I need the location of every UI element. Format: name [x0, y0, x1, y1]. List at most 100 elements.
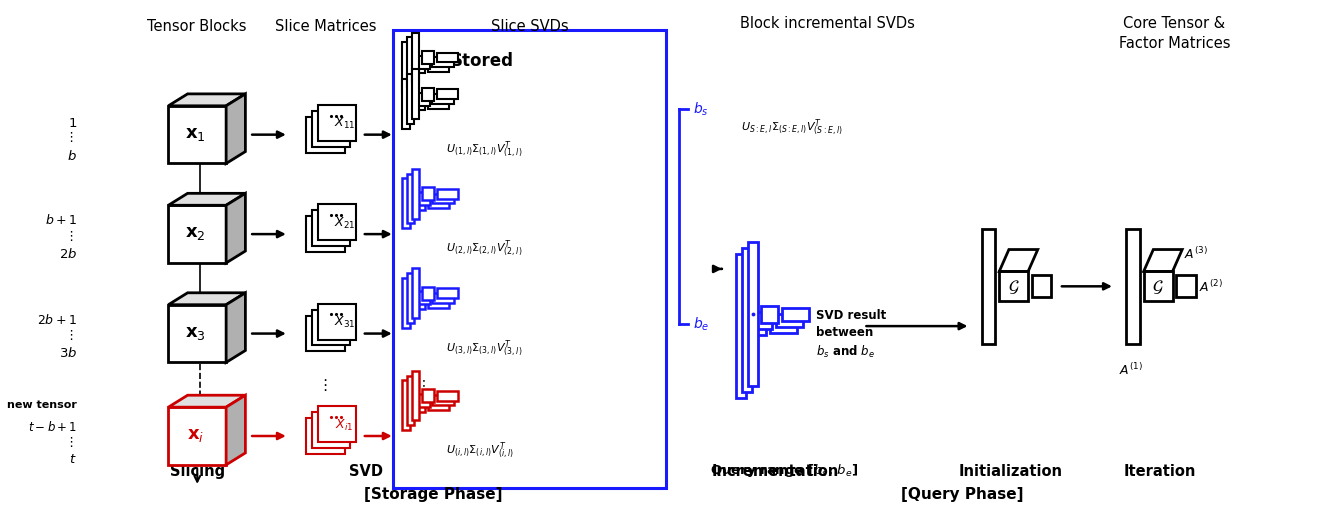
Bar — [412, 371, 418, 420]
Bar — [417, 93, 429, 106]
Bar — [412, 269, 418, 319]
Bar — [428, 401, 449, 410]
Bar — [412, 70, 418, 120]
Text: Slice SVDs: Slice SVDs — [490, 19, 568, 34]
Polygon shape — [169, 194, 246, 206]
Bar — [312, 310, 351, 346]
Bar — [437, 189, 458, 200]
Text: $\mathcal{G}$: $\mathcal{G}$ — [1008, 278, 1020, 296]
Text: $\mathbf{x}_2$: $\mathbf{x}_2$ — [185, 223, 206, 242]
Bar — [433, 194, 454, 204]
Text: $b+1$: $b+1$ — [45, 213, 77, 227]
Polygon shape — [226, 395, 246, 465]
Text: Slicing: Slicing — [170, 463, 224, 478]
Text: ⋮: ⋮ — [417, 378, 430, 392]
Bar — [742, 248, 752, 392]
Bar — [433, 95, 454, 105]
Bar — [737, 254, 746, 399]
Bar — [756, 312, 772, 329]
Text: $X_{11}$: $X_{11}$ — [333, 116, 356, 131]
Text: $2b+1$: $2b+1$ — [37, 312, 77, 326]
Bar — [312, 211, 351, 246]
Text: Core Tensor &
Factor Matrices: Core Tensor & Factor Matrices — [1118, 16, 1230, 50]
Text: $U_{(i,l)}\Sigma_{(i,l)}V^T_{(i,l)}$: $U_{(i,l)}\Sigma_{(i,l)}V^T_{(i,l)}$ — [446, 440, 514, 460]
Text: Initialization: Initialization — [959, 463, 1062, 478]
Bar — [402, 381, 409, 430]
Text: Iteration: Iteration — [1123, 463, 1197, 478]
Text: Incrementation: Incrementation — [712, 463, 838, 478]
Bar — [437, 289, 458, 299]
Text: Stored: Stored — [450, 52, 514, 70]
Bar — [1177, 276, 1195, 298]
Polygon shape — [226, 293, 246, 363]
Polygon shape — [169, 106, 226, 164]
Polygon shape — [169, 395, 246, 407]
Bar — [413, 98, 425, 111]
Text: $A^{(1)}$: $A^{(1)}$ — [1120, 362, 1143, 378]
Polygon shape — [169, 95, 246, 106]
Text: $A^{(3)}$: $A^{(3)}$ — [1185, 246, 1208, 262]
Text: $\mathcal{G}$: $\mathcal{G}$ — [1153, 278, 1163, 296]
Bar — [428, 199, 449, 209]
Bar — [433, 395, 454, 406]
Bar — [422, 52, 434, 65]
Bar — [981, 230, 996, 344]
Text: $X_{21}$: $X_{21}$ — [333, 215, 356, 230]
Bar — [417, 193, 429, 206]
Text: 1: 1 — [69, 117, 77, 130]
Polygon shape — [999, 250, 1037, 272]
Bar — [437, 391, 458, 401]
Text: new tensor: new tensor — [7, 400, 77, 409]
Bar — [417, 394, 429, 407]
Bar — [393, 31, 667, 488]
Text: $\mathbf{x}_1$: $\mathbf{x}_1$ — [185, 124, 206, 143]
Text: ⋮: ⋮ — [64, 436, 77, 448]
Polygon shape — [169, 206, 226, 264]
Bar — [417, 56, 429, 70]
Bar — [312, 111, 351, 147]
Bar — [305, 316, 344, 352]
Polygon shape — [169, 407, 226, 465]
Bar — [776, 314, 803, 327]
Bar — [428, 100, 449, 109]
Bar — [1126, 230, 1139, 344]
Bar — [750, 318, 766, 335]
Bar — [402, 179, 409, 229]
Bar — [412, 169, 418, 219]
Bar — [433, 293, 454, 303]
Bar — [761, 306, 778, 323]
Text: Block incremental SVDs: Block incremental SVDs — [741, 16, 915, 31]
Bar — [437, 90, 458, 100]
Text: $3b$: $3b$ — [58, 346, 77, 360]
Text: $t$: $t$ — [69, 453, 77, 465]
Text: $t-b+1$: $t-b+1$ — [28, 419, 77, 433]
Bar — [305, 217, 344, 252]
Bar — [402, 278, 409, 328]
Bar — [317, 406, 356, 442]
Bar — [413, 399, 425, 412]
Bar — [406, 38, 414, 88]
Bar — [406, 376, 414, 426]
Text: SVD result
between
$b_s$ and $b_e$: SVD result between $b_s$ and $b_e$ — [817, 308, 887, 359]
Text: ⋮: ⋮ — [64, 229, 77, 242]
Text: $\mathbf{x}_3$: $\mathbf{x}_3$ — [185, 323, 206, 341]
Bar — [417, 292, 429, 305]
Text: $U_{(1,l)}\Sigma_{(1,l)}V^T_{(1,l)}$: $U_{(1,l)}\Sigma_{(1,l)}V^T_{(1,l)}$ — [446, 139, 522, 159]
Text: Query range [$b_s$, $b_e$]: Query range [$b_s$, $b_e$] — [710, 462, 859, 478]
Bar — [317, 105, 356, 142]
Bar — [317, 304, 356, 340]
Bar — [413, 197, 425, 210]
Text: ⋮: ⋮ — [64, 328, 77, 342]
Text: ⋮: ⋮ — [317, 378, 333, 392]
Bar — [402, 80, 409, 129]
Polygon shape — [169, 305, 226, 363]
Bar — [999, 272, 1028, 302]
Bar — [312, 412, 351, 448]
Text: $U_{S:E,l}\Sigma_{(S:E,l)}V^T_{(S:E,l)}$: $U_{S:E,l}\Sigma_{(S:E,l)}V^T_{(S:E,l)}$ — [741, 118, 843, 137]
Bar — [422, 287, 434, 300]
Text: $b_s$: $b_s$ — [693, 101, 709, 118]
Bar — [402, 43, 409, 93]
Text: $\mathbf{x}_i$: $\mathbf{x}_i$ — [187, 425, 205, 443]
Text: $2b$: $2b$ — [58, 246, 77, 261]
Bar — [413, 297, 425, 309]
